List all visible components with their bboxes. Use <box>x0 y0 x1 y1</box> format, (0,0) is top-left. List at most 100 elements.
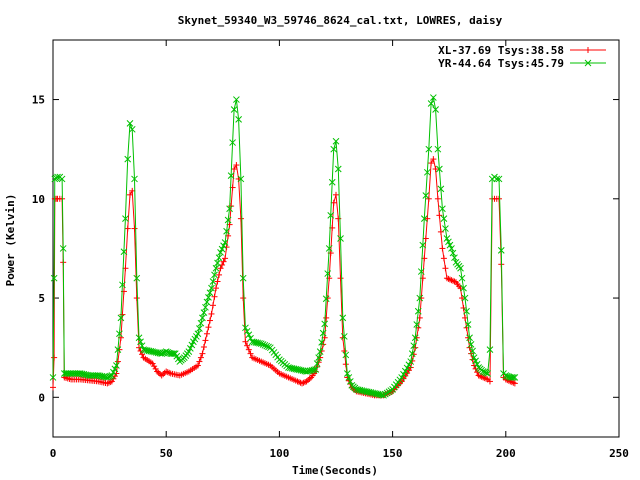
data-point <box>328 178 336 186</box>
x-axis: 0 50 100 150 200 250 <box>50 40 629 460</box>
data-point <box>410 342 418 350</box>
data-point <box>333 191 339 198</box>
data-point <box>398 374 406 381</box>
data-point <box>113 362 120 369</box>
data-point <box>206 289 214 297</box>
legend-label: YR-44.64 Tsys:45.79 <box>438 57 564 70</box>
data-point <box>460 304 467 311</box>
data-point <box>230 106 238 113</box>
data-point <box>233 96 240 103</box>
data-point <box>117 314 125 322</box>
data-point <box>319 329 327 337</box>
data-point <box>405 361 413 369</box>
data-point <box>215 254 223 262</box>
data-point <box>122 215 129 223</box>
data-point <box>334 165 342 173</box>
data-point <box>495 175 503 183</box>
data-point <box>511 374 519 381</box>
data-point <box>208 284 215 292</box>
data-point <box>209 302 216 309</box>
data-point <box>425 145 433 153</box>
data-point <box>222 255 229 262</box>
data-point <box>461 294 469 302</box>
data-point <box>324 270 332 277</box>
data-point <box>323 314 330 321</box>
data-point <box>340 333 348 340</box>
data-point <box>486 378 493 385</box>
data-point <box>416 294 424 302</box>
data-point <box>509 374 517 381</box>
data-point <box>434 145 442 153</box>
data-point <box>119 281 126 289</box>
data-point <box>496 195 503 202</box>
data-point <box>110 368 117 376</box>
data-point <box>247 350 254 357</box>
data-point <box>256 339 263 347</box>
data-point <box>114 346 122 354</box>
data-point <box>316 348 324 355</box>
data-point <box>337 235 344 242</box>
series-2 <box>49 94 519 399</box>
data-point <box>50 384 56 391</box>
data-point <box>197 354 204 361</box>
data-point <box>422 235 429 242</box>
data-point <box>464 321 472 328</box>
data-point <box>220 242 227 250</box>
data-point <box>211 271 218 279</box>
data-point <box>58 175 66 183</box>
x-axis-label: Time(Seconds) <box>292 464 378 477</box>
data-point <box>346 378 354 385</box>
data-point <box>339 314 347 322</box>
data-point <box>223 227 230 235</box>
data-point <box>472 357 479 365</box>
data-point <box>419 241 427 249</box>
data-point <box>217 249 224 256</box>
data-point <box>497 247 505 254</box>
data-point <box>240 295 247 302</box>
data-point <box>482 369 490 377</box>
data-point <box>440 255 447 262</box>
data-point <box>440 215 448 223</box>
x-tick-label: 100 <box>269 447 289 460</box>
data-point <box>133 274 141 282</box>
data-point <box>137 338 144 346</box>
data-point <box>226 205 233 213</box>
data-point <box>407 358 415 365</box>
data-point <box>493 175 501 183</box>
data-point <box>263 342 271 350</box>
data-point <box>337 275 344 282</box>
data-point <box>196 325 203 332</box>
data-point <box>466 334 473 342</box>
data-point <box>200 344 207 351</box>
data-point <box>107 372 114 380</box>
data-point <box>54 173 61 181</box>
data-point <box>411 334 419 342</box>
data-point <box>120 248 128 256</box>
data-point <box>216 271 223 278</box>
data-point <box>458 274 466 282</box>
data-point <box>330 145 338 153</box>
data-point <box>168 350 176 357</box>
data-point <box>327 211 335 219</box>
data-point <box>245 331 253 339</box>
data-point <box>220 258 227 265</box>
data-point <box>437 228 444 235</box>
data-point <box>211 293 218 300</box>
data-point <box>445 238 452 246</box>
data-point <box>259 341 267 348</box>
x-tick-label: 50 <box>160 447 173 460</box>
data-point <box>194 362 201 369</box>
data-point <box>228 203 235 210</box>
data-point <box>584 59 592 67</box>
data-point <box>429 94 437 101</box>
data-point <box>257 340 265 348</box>
data-point <box>413 321 421 328</box>
data-point <box>129 187 136 194</box>
data-point <box>484 370 492 377</box>
data-point <box>218 245 226 253</box>
data-point <box>128 125 136 133</box>
data-point <box>343 370 351 377</box>
data-point <box>188 341 196 349</box>
